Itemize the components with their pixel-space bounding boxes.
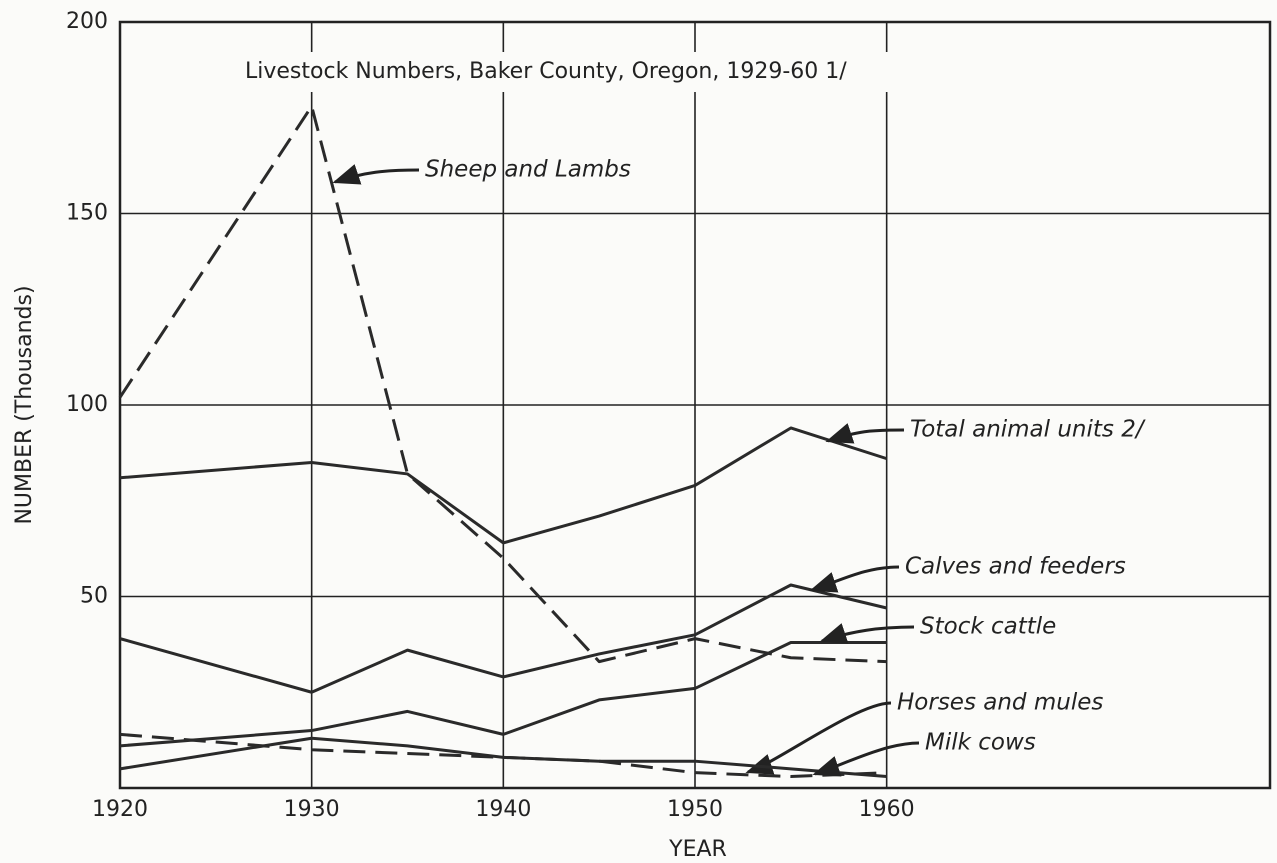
legend-label: Milk cows [925, 730, 1036, 756]
series-line [119, 583, 888, 694]
x-tick-label: 1950 [667, 797, 723, 822]
x-tick-label: 1930 [284, 797, 340, 822]
title-backdrop [236, 52, 1136, 92]
series-line [119, 640, 887, 748]
legend-label: Calves and feeders [905, 554, 1126, 580]
x-axis-label: YEAR [668, 837, 727, 862]
annotation-arrow [332, 164, 420, 185]
y-tick-label: 50 [80, 584, 108, 609]
x-tick-label: 1960 [859, 797, 915, 822]
legend-label: Total animal units 2/ [910, 417, 1146, 443]
x-tick-label: 1940 [475, 797, 531, 822]
annotation-arrow [819, 623, 915, 644]
y-tick-label: 150 [66, 201, 108, 226]
chart-title: Livestock Numbers, Baker County, Oregon,… [245, 59, 847, 84]
legend-label: Sheep and Lambs [425, 157, 631, 183]
series-line [119, 736, 887, 779]
y-tick-label: 200 [66, 9, 108, 34]
legend-label: Horses and mules [897, 690, 1103, 716]
legend-label: Stock cattle [920, 614, 1056, 640]
annotation-arrow [809, 565, 900, 593]
series-line [119, 426, 888, 545]
y-tick-label: 100 [66, 392, 108, 417]
x-tick-label: 1920 [92, 797, 148, 822]
annotation-arrow [825, 423, 905, 444]
annotation-arrow [812, 741, 920, 777]
annotation-arrow [745, 701, 892, 775]
y-axis-label: NUMBER (Thousands) [12, 285, 37, 524]
